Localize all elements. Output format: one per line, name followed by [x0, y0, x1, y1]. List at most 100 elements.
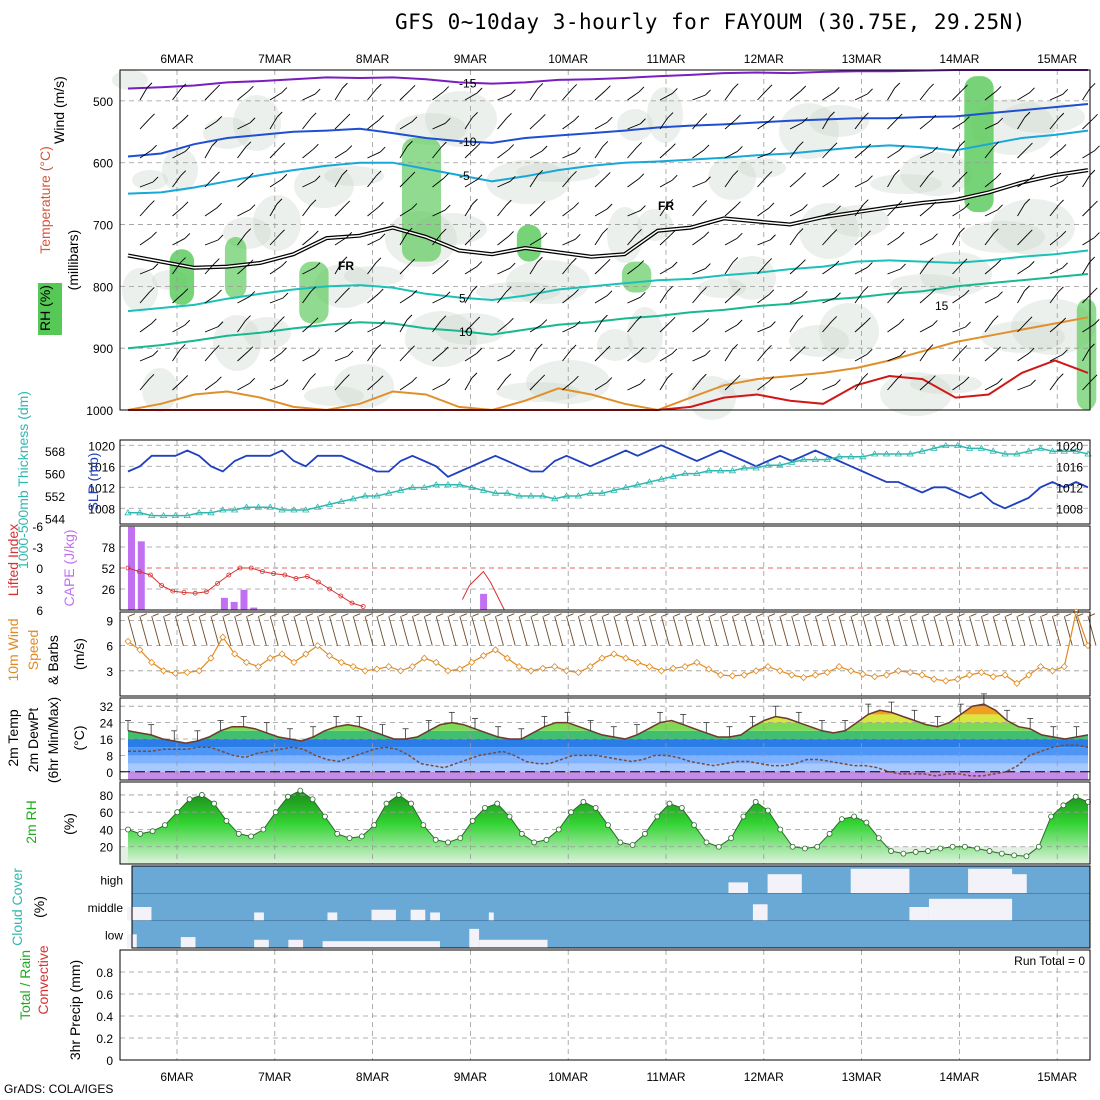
wind-barb-feather [314, 349, 321, 355]
rh-marker [678, 804, 685, 811]
rh-patch [401, 138, 442, 262]
wind-barb [822, 234, 833, 246]
lifted-marker [327, 586, 333, 592]
rh-grey-patch [870, 174, 942, 194]
wind10-barb-feather [247, 613, 254, 617]
wind-barb [302, 235, 314, 246]
wind-barb-feather [800, 259, 806, 265]
wind-barb-feather [1091, 374, 1098, 381]
wind-barb [172, 88, 182, 101]
wind-barb [887, 236, 900, 246]
thickness-marker [266, 503, 274, 510]
wind10-marker [610, 650, 618, 658]
wind10-barb [933, 616, 943, 646]
wind-barb-feather [734, 288, 741, 294]
thickness-marker [847, 453, 855, 460]
wind-barb [692, 236, 705, 246]
wind10-marker [717, 671, 725, 679]
wind10-panel [120, 608, 1097, 696]
wind10-barb [127, 616, 137, 646]
wind-barb-feather [833, 260, 840, 267]
wind-barb-feather [344, 374, 350, 380]
wind10-marker [705, 665, 713, 673]
wind-barb-feather [638, 173, 645, 180]
wind-barb-feather [930, 201, 937, 208]
temp-band [128, 771, 1088, 780]
wind-barb [204, 176, 215, 188]
wind-barb-feather [831, 229, 838, 235]
wind-barb-feather [928, 83, 934, 90]
wind-barb-feather [997, 204, 1003, 211]
rh-marker [125, 826, 131, 833]
wind10-marker [515, 663, 523, 671]
wind10-marker [432, 658, 440, 666]
wind10-barb-feather [555, 613, 562, 617]
wind10-marker [764, 663, 772, 671]
cloud-block [327, 912, 338, 921]
thickness-marker [681, 469, 689, 476]
wind10-barb [957, 616, 967, 646]
wind10-barb [743, 616, 753, 646]
rh-marker [925, 848, 931, 854]
wind-barb [594, 90, 606, 101]
wind-barb [1017, 179, 1030, 188]
wind-barb-feather [604, 258, 611, 265]
wind10-marker [539, 664, 547, 672]
wind-barb [789, 122, 803, 130]
rh-marker [506, 813, 513, 820]
wind-barb-feather [995, 86, 1002, 92]
wind-barb [529, 379, 541, 391]
wind10-barb [435, 616, 445, 646]
date-label-bottom: 8MAR [356, 1070, 390, 1084]
slp-tick-left: 1020 [88, 439, 115, 453]
wind10-barb-feather [816, 613, 823, 617]
wind-barb-feather [216, 289, 222, 296]
wind-barb-feather [249, 204, 256, 210]
wind-barb [854, 291, 864, 304]
rh-marker [1060, 802, 1067, 809]
lifted-line [127, 567, 364, 607]
thickness-marker [396, 486, 405, 493]
thickness-tick: 552 [45, 490, 65, 504]
wind-barb [692, 268, 706, 275]
wind10-barb [281, 616, 291, 646]
rh-marker [912, 849, 919, 855]
rh-marker [851, 813, 858, 820]
wind-barb [724, 151, 738, 159]
rh-grey-patch [718, 378, 766, 398]
thickness-marker [183, 511, 191, 518]
wind-barb-feather [440, 315, 447, 322]
wind-barb-feather [997, 378, 1003, 384]
rh-grey-patch [122, 268, 158, 312]
wind-barb [497, 149, 509, 159]
wind-barb [367, 88, 377, 101]
ylabel-cape: CAPE (J/kg) [61, 529, 77, 606]
wind10-barb-feather [875, 613, 882, 617]
rh-marker [937, 845, 944, 852]
wind10-barb [412, 616, 421, 646]
wind10-marker [195, 667, 203, 675]
wind-barb [302, 180, 316, 188]
rh-grey-patch [324, 166, 384, 186]
wind-barb [594, 319, 603, 333]
wind-barb [627, 383, 641, 391]
wind-barb [659, 93, 673, 101]
cloud-block [254, 939, 269, 948]
wind10-barb [542, 616, 552, 646]
wind-barb-feather [701, 286, 707, 293]
wind10-barb-feather [602, 613, 610, 617]
wind10-marker [1037, 663, 1045, 671]
wind-barb-feather [313, 143, 319, 150]
wind-barb-feather [282, 292, 289, 299]
wind10-barb [423, 616, 433, 646]
wind-barb [269, 234, 280, 246]
wind-barb [269, 297, 284, 304]
wind10-barb-feather [591, 613, 598, 617]
wind-barb [1017, 352, 1030, 362]
rh-grey-patch [496, 382, 580, 402]
wind-barb-feather [770, 234, 776, 241]
wind10-marker [693, 658, 701, 666]
wind-barb [1082, 88, 1091, 101]
thickness-marker [882, 450, 891, 457]
wind-barb-feather [797, 141, 804, 147]
